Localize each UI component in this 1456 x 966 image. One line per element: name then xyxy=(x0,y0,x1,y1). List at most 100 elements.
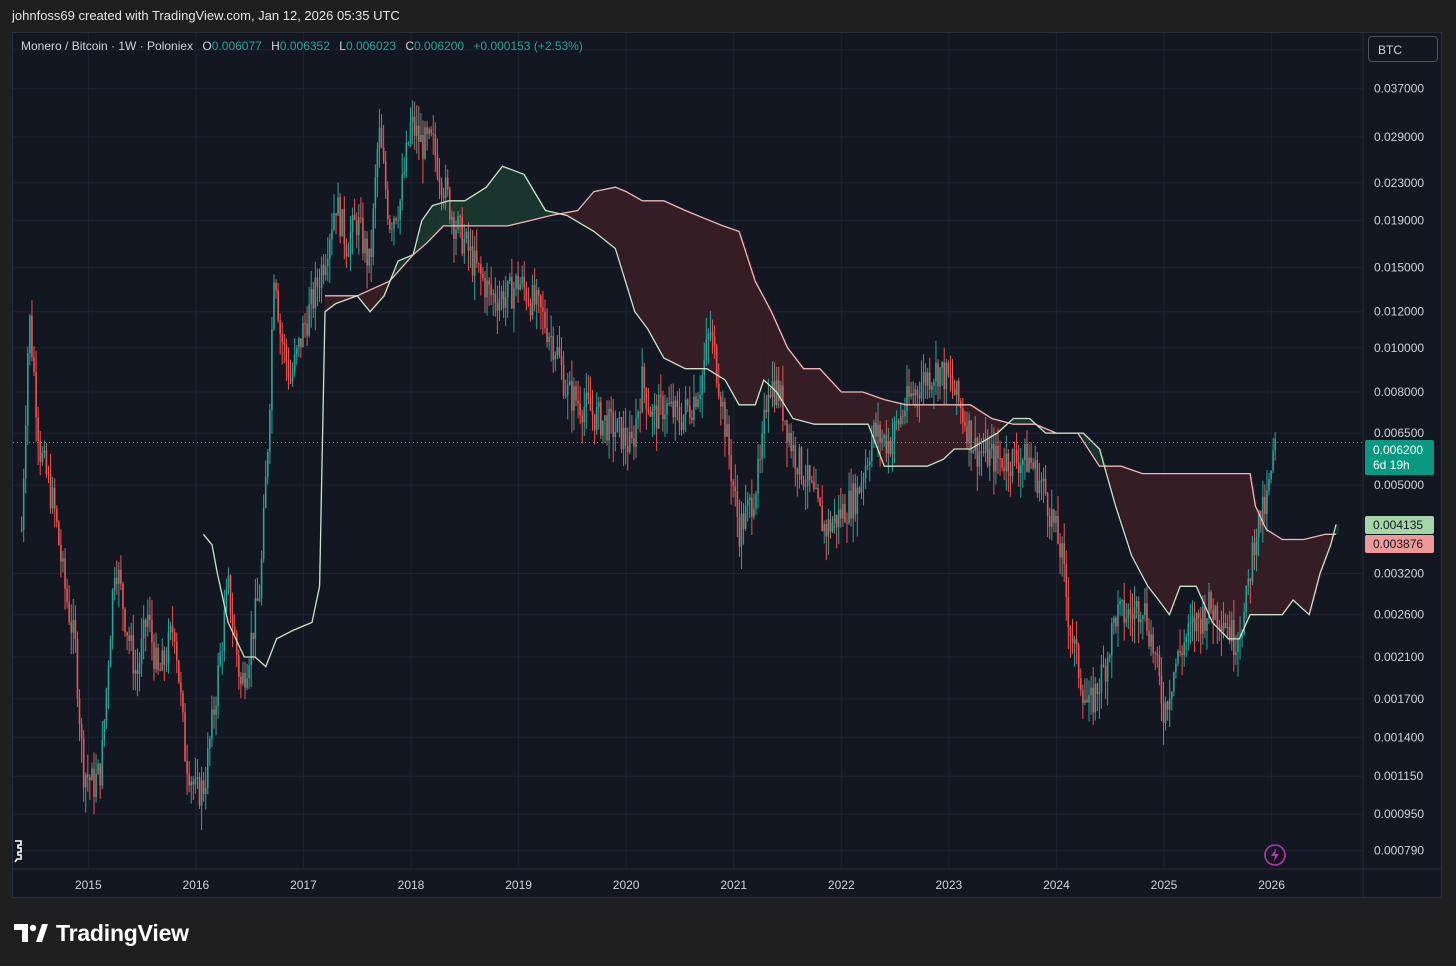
candle-body xyxy=(684,399,687,415)
candle-body xyxy=(651,410,654,417)
candle-body xyxy=(902,415,904,417)
candle-body xyxy=(957,381,960,402)
candle-body xyxy=(1247,578,1250,586)
candle-body xyxy=(740,513,743,547)
candle-body xyxy=(986,438,989,466)
candle-body xyxy=(811,480,813,482)
cloud-segment xyxy=(1234,473,1238,639)
candle-body xyxy=(1102,664,1105,666)
candle-body xyxy=(736,491,739,518)
cloud-segment xyxy=(806,368,810,423)
candle-body xyxy=(854,483,857,515)
cloud-segment xyxy=(641,200,644,321)
cloud-segment xyxy=(370,289,373,312)
candle-body xyxy=(635,418,637,447)
cloud-segment xyxy=(372,288,375,310)
cloud-segment xyxy=(1308,538,1311,614)
cloud-segment xyxy=(991,418,995,437)
cloud-segment xyxy=(383,284,386,298)
candle-body xyxy=(715,346,718,384)
candle-body xyxy=(238,655,240,677)
candle-body xyxy=(883,435,886,439)
candle-body xyxy=(138,663,141,674)
lightning-icon[interactable] xyxy=(1263,843,1287,872)
candle-body xyxy=(1001,458,1003,468)
candle-body xyxy=(970,420,972,453)
price-chart[interactable]: 0.0450000.0370000.0290000.0230000.019000… xyxy=(13,33,1441,897)
x-tick-label: 2023 xyxy=(936,878,963,892)
candle-body xyxy=(304,323,306,325)
cloud-segment xyxy=(953,404,956,451)
cloud-segment xyxy=(636,197,640,315)
cloud-segment xyxy=(568,212,571,217)
cloud-segment xyxy=(789,350,793,414)
cloud-segment xyxy=(1125,467,1128,536)
candle-body xyxy=(1015,450,1018,463)
cloud-segment xyxy=(563,213,567,215)
cloud-segment xyxy=(512,169,515,225)
candle-body xyxy=(295,347,298,354)
chart-panel[interactable]: 0.0450000.0370000.0290000.0230000.019000… xyxy=(12,32,1442,898)
candle-body xyxy=(1255,537,1258,555)
candle-body xyxy=(411,116,414,123)
cloud-segment xyxy=(705,218,709,369)
cloud-segment xyxy=(1181,473,1184,587)
cloud-segment xyxy=(1168,473,1171,614)
candle-body xyxy=(937,362,939,387)
open-label: O xyxy=(202,39,212,53)
candle-body xyxy=(922,372,925,383)
cloud-segment xyxy=(1138,472,1141,568)
candle-body xyxy=(378,127,381,150)
candle-body xyxy=(734,486,737,492)
candle-body xyxy=(856,487,859,515)
candle-body xyxy=(103,720,106,741)
cloud-segment xyxy=(604,189,608,240)
cloud-segment xyxy=(791,353,795,417)
candle-body xyxy=(74,619,77,640)
x-tick-label: 2024 xyxy=(1043,878,1070,892)
y-tick-label: 0.002600 xyxy=(1374,608,1424,622)
cloud-segment xyxy=(778,328,782,396)
high-value: 0.006352 xyxy=(279,39,330,53)
candle-body xyxy=(405,142,408,172)
cloud-segment xyxy=(1295,539,1298,602)
candle-body xyxy=(1148,630,1150,647)
cloud-segment xyxy=(1243,473,1247,630)
currency-button[interactable]: BTC xyxy=(1368,36,1438,62)
cloud-segment xyxy=(1273,534,1277,615)
candle-body xyxy=(426,127,428,134)
candle-body xyxy=(544,311,546,329)
cloud-segment xyxy=(798,361,801,420)
candle-body xyxy=(1177,650,1179,664)
cloud-segment xyxy=(1198,473,1201,592)
cloud-segment xyxy=(1224,473,1227,635)
candle-body xyxy=(55,508,58,523)
candle-body xyxy=(1110,623,1113,656)
cloud-segment xyxy=(533,190,537,220)
candle-body xyxy=(1032,462,1034,469)
cloud-segment xyxy=(651,200,655,337)
ruler-icon[interactable] xyxy=(13,839,29,870)
cloud-segment xyxy=(331,295,334,307)
candle-body xyxy=(293,353,296,372)
change-value: +0.000153 (+2.53%) xyxy=(473,39,583,53)
cloud-segment xyxy=(615,187,618,249)
cloud-segment xyxy=(1316,536,1320,586)
candle-body xyxy=(1030,457,1032,463)
cloud-segment xyxy=(731,228,735,392)
candle-body xyxy=(823,523,826,532)
cloud-segment xyxy=(985,414,988,441)
candle-body xyxy=(240,676,242,684)
cloud-segment xyxy=(750,267,754,405)
candle-body xyxy=(873,422,875,440)
candle-body xyxy=(835,514,838,528)
candle-body xyxy=(653,405,656,411)
cloud-segment xyxy=(434,204,438,235)
cloud-segment xyxy=(327,295,330,311)
cloud-segment xyxy=(583,204,586,226)
candle-body xyxy=(1208,592,1210,619)
candle-body xyxy=(1168,699,1171,710)
cloud-segment xyxy=(738,231,741,403)
cloud-segment xyxy=(1105,466,1109,472)
candle-body xyxy=(1017,462,1020,474)
